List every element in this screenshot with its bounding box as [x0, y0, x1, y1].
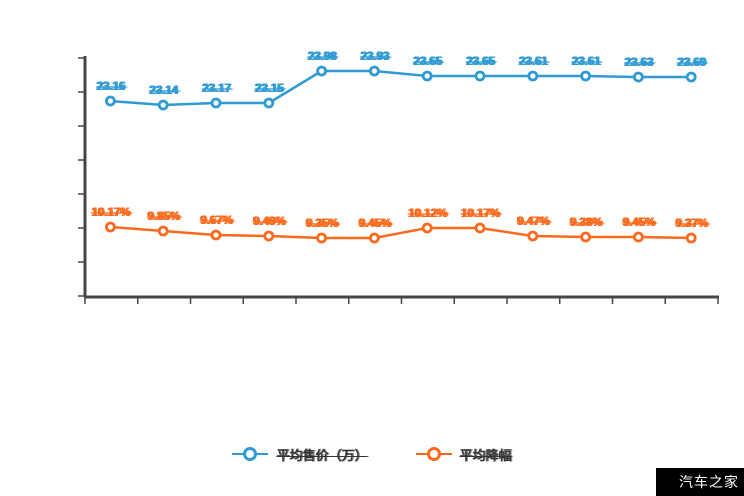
data-point-marker[interactable]: [263, 97, 275, 109]
watermark-text: 汽车之家: [679, 474, 739, 490]
data-point-label: 23.65: [413, 56, 442, 68]
legend-item-avg-discount[interactable]: 平均降幅: [415, 445, 512, 464]
data-point-label: 23.65: [466, 56, 495, 68]
data-point-label: 23.14: [149, 85, 178, 97]
data-point-marker[interactable]: [421, 70, 433, 82]
legend-label-avg-price: 平均售价（万）: [276, 447, 368, 463]
data-point-marker[interactable]: [368, 232, 380, 244]
data-point-marker[interactable]: [368, 65, 380, 77]
data-point-label: 9.85%: [147, 211, 180, 223]
data-point-label: 9.67%: [200, 215, 233, 227]
data-point-label: 23.93: [360, 51, 389, 63]
data-point-marker[interactable]: [316, 65, 328, 77]
watermark-autohome: 汽车之家: [656, 468, 744, 496]
data-point-marker[interactable]: [210, 229, 222, 241]
data-point-marker[interactable]: [633, 231, 644, 243]
data-point-label: 23.61: [571, 56, 600, 68]
legend-marker-blue-icon: [232, 446, 269, 462]
data-point-marker[interactable]: [474, 70, 486, 82]
data-point-label: 10.12%: [408, 208, 447, 220]
data-point-marker[interactable]: [527, 70, 539, 82]
data-point-marker[interactable]: [580, 70, 591, 82]
data-point-label: 23.69: [677, 57, 706, 69]
data-point-label: 23.98: [307, 51, 336, 63]
legend-marker-orange-icon: [415, 446, 452, 462]
chart-label-layer: 23.16 23.14 23.17 23.15 23.98 23.93 23.65 23.65…: [91, 51, 708, 230]
chart-series-layer: [105, 65, 697, 244]
data-point-label: 23.15: [254, 83, 283, 95]
data-point-label: 9.49%: [252, 216, 285, 228]
data-point-marker[interactable]: [263, 230, 275, 242]
data-point-marker[interactable]: [685, 232, 697, 244]
data-point-marker[interactable]: [210, 97, 222, 109]
data-point-marker[interactable]: [105, 221, 116, 233]
series-line-0: [109, 69, 693, 107]
data-point-label: 23.16: [96, 81, 125, 93]
data-point-label: 9.35%: [305, 218, 338, 230]
data-point-marker[interactable]: [421, 222, 433, 234]
data-point-label: 23.61: [518, 56, 547, 68]
data-point-label: 9.45%: [622, 217, 655, 229]
data-point-label: 9.45%: [358, 218, 391, 230]
data-point-marker[interactable]: [105, 95, 116, 107]
data-point-marker[interactable]: [527, 230, 539, 242]
legend-item-avg-price[interactable]: 平均售价（万）: [232, 445, 368, 464]
data-point-marker[interactable]: [474, 222, 486, 234]
data-point-marker[interactable]: [316, 232, 328, 244]
legend-label-avg-discount: 平均降幅: [459, 447, 512, 463]
data-point-marker[interactable]: [685, 71, 697, 83]
data-point-label: 23.17: [202, 83, 231, 95]
data-point-marker[interactable]: [157, 225, 169, 237]
data-point-marker[interactable]: [633, 71, 644, 83]
data-point-marker[interactable]: [580, 231, 591, 243]
series-line-1: [109, 225, 693, 240]
data-point-label: 10.17%: [91, 207, 130, 219]
data-point-marker[interactable]: [157, 99, 169, 111]
data-point-label: 9.37%: [675, 218, 708, 230]
data-point-label: 10.17%: [460, 208, 499, 220]
chart-axes: [78, 56, 719, 304]
data-point-label: 23.63: [624, 57, 653, 69]
data-point-label: 9.38%: [569, 217, 602, 229]
data-point-label: 9.47%: [516, 216, 549, 228]
chart-legend: 平均售价（万） 平均降幅: [0, 441, 744, 467]
